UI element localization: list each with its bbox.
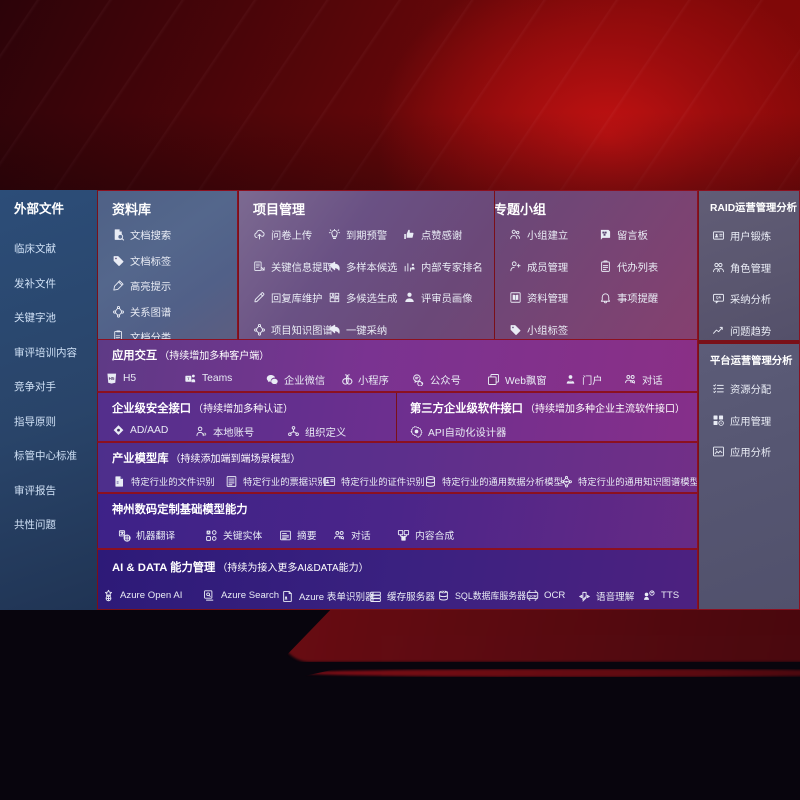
svg-text:SQL: SQL [441,591,446,594]
svg-text:H5: H5 [109,376,115,381]
svg-text:OCR: OCR [528,594,537,598]
svg-text:QA: QA [716,296,722,300]
